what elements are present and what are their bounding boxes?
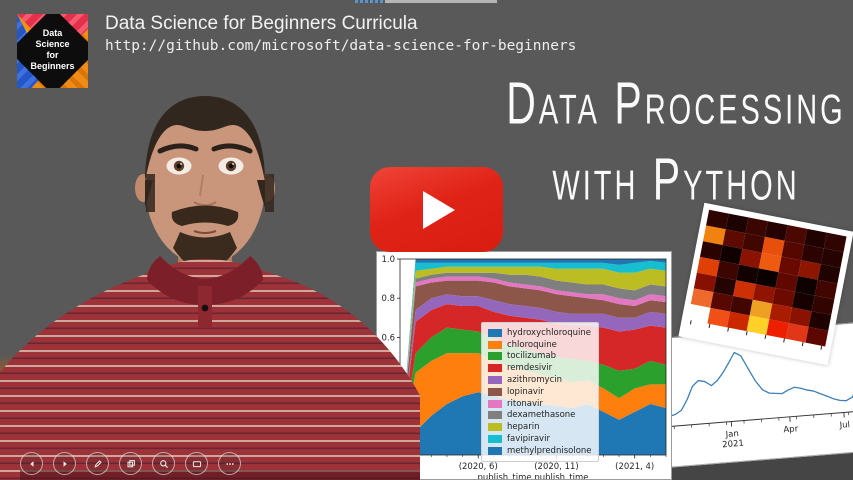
legend-swatch bbox=[488, 387, 502, 396]
legend-entry: chloroquine bbox=[488, 339, 592, 351]
legend-swatch bbox=[488, 376, 502, 385]
zoom-icon bbox=[159, 459, 168, 468]
heatmap-panel bbox=[678, 202, 853, 366]
control-more-button[interactable] bbox=[218, 452, 241, 475]
hero-title-line2: with Python bbox=[552, 145, 800, 213]
presenter-photo bbox=[0, 96, 420, 480]
legend-swatch bbox=[488, 411, 502, 420]
next-icon bbox=[63, 460, 67, 467]
top-progress-solid bbox=[385, 0, 497, 3]
heatmap-axis-tick bbox=[801, 342, 804, 347]
legend-entry: heparin bbox=[488, 421, 592, 433]
svg-text:0.6: 0.6 bbox=[381, 333, 395, 343]
heatmap-axis-tick bbox=[764, 334, 767, 339]
logo-text: Data Science for Beginners bbox=[17, 28, 88, 72]
page-title: Data Science for Beginners Curricula bbox=[105, 13, 418, 34]
play-button[interactable] bbox=[370, 167, 503, 252]
legend-entry: dexamethasone bbox=[488, 410, 592, 422]
legend-entry: remdesivir bbox=[488, 362, 592, 374]
legend-label: remdesivir bbox=[507, 363, 553, 374]
svg-text:Jan: Jan bbox=[724, 429, 739, 440]
heatmap-axis-tick bbox=[727, 327, 729, 332]
heatmap-axis-tick bbox=[708, 323, 711, 329]
chart-legend: hydroxychloroquine chloroquine tocilizumab… bbox=[481, 322, 599, 462]
collar bbox=[147, 256, 263, 305]
hero-title-line1: Data Processing bbox=[506, 69, 846, 137]
play-icon bbox=[423, 191, 455, 229]
previous-icon bbox=[29, 460, 33, 467]
video-url: http://github.com/microsoft/data-science… bbox=[105, 38, 577, 54]
legend-label: hydroxychloroquine bbox=[507, 327, 592, 338]
legend-label: favipiravir bbox=[507, 434, 550, 445]
control-pen-button[interactable] bbox=[86, 452, 109, 475]
heatmap-axis-tick bbox=[820, 345, 823, 350]
controls-bar bbox=[20, 452, 241, 475]
legend-swatch bbox=[488, 435, 502, 444]
control-all-slides-button[interactable] bbox=[119, 452, 142, 475]
legend-label: azithromycin bbox=[507, 375, 562, 386]
top-progress-dotted bbox=[355, 0, 385, 3]
svg-text:0.8: 0.8 bbox=[381, 294, 395, 304]
legend-label: tocilizumab bbox=[507, 351, 557, 362]
hair bbox=[145, 96, 265, 182]
legend-swatch bbox=[488, 352, 502, 361]
line-chart-panel: Jan 2021 Apr Jul bbox=[660, 319, 853, 468]
heatmap-axis-tick bbox=[783, 338, 785, 343]
heatmap-axis-tick bbox=[689, 320, 692, 325]
svg-text:Jul: Jul bbox=[838, 420, 850, 431]
heatmap-axis-tick bbox=[745, 331, 748, 336]
more-icon bbox=[225, 462, 234, 465]
legend-label: lopinavir bbox=[507, 386, 544, 397]
logo-text-line: Science bbox=[35, 39, 70, 50]
legend-swatch bbox=[488, 399, 502, 408]
legend-entry: methylprednisolone bbox=[488, 445, 592, 457]
control-zoom-button[interactable] bbox=[152, 452, 175, 475]
legend-swatch bbox=[488, 446, 502, 455]
logo-text-line: for bbox=[46, 50, 59, 61]
legend-label: dexamethasone bbox=[507, 410, 576, 421]
all-slides-icon bbox=[127, 459, 135, 467]
legend-entry: favipiravir bbox=[488, 433, 592, 445]
legend-entry: azithromycin bbox=[488, 374, 592, 386]
legend-label: methylprednisolone bbox=[507, 445, 592, 456]
legend-swatch bbox=[488, 423, 502, 432]
area-chart-panel: 0.00.20.40.60.81.0(2020, 1)(2020, 6)(202… bbox=[376, 251, 672, 480]
svg-text:(2020, 6): (2020, 6) bbox=[459, 462, 498, 472]
shirt-button bbox=[201, 304, 209, 312]
logo-text-line: Beginners bbox=[30, 61, 75, 72]
legend-label: heparin bbox=[507, 422, 540, 433]
shirt bbox=[0, 259, 420, 480]
svg-text:(2020, 11): (2020, 11) bbox=[534, 462, 578, 472]
logo-text-line: Data bbox=[42, 28, 63, 39]
legend-label: ritonavir bbox=[507, 398, 543, 409]
legend-entry: tocilizumab bbox=[488, 351, 592, 363]
legend-entry: ritonavir bbox=[488, 398, 592, 410]
svg-text:(2021, 4): (2021, 4) bbox=[615, 462, 654, 472]
svg-text:publish_time,publish_time: publish_time,publish_time bbox=[477, 473, 588, 479]
control-captions-button[interactable] bbox=[185, 452, 208, 475]
logo: Data Science for Beginners bbox=[17, 14, 88, 88]
control-previous-button[interactable] bbox=[20, 452, 43, 475]
legend-swatch bbox=[488, 364, 502, 373]
legend-entry: hydroxychloroquine bbox=[488, 327, 592, 339]
captions-icon bbox=[192, 460, 201, 467]
legend-entry: lopinavir bbox=[488, 386, 592, 398]
legend-label: chloroquine bbox=[507, 339, 557, 350]
hero-title: Data Processing with Python bbox=[498, 58, 853, 213]
svg-text:Apr: Apr bbox=[783, 424, 799, 435]
control-next-button[interactable] bbox=[53, 452, 76, 475]
pen-icon bbox=[93, 459, 102, 468]
legend-swatch bbox=[488, 328, 502, 337]
svg-text:1.0: 1.0 bbox=[381, 255, 395, 265]
svg-text:2021: 2021 bbox=[722, 439, 744, 451]
legend-swatch bbox=[488, 340, 502, 349]
